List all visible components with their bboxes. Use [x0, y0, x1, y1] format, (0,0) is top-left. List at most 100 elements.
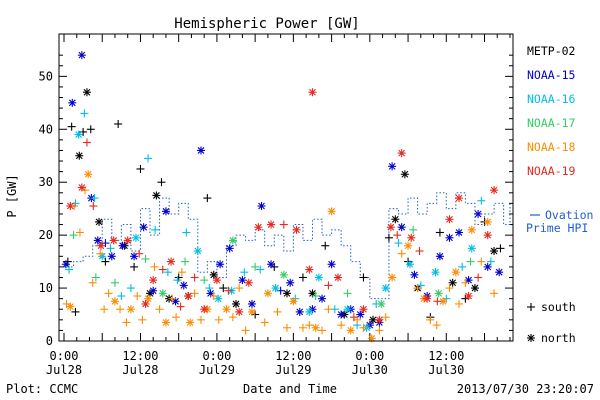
- south-point: [67, 122, 76, 131]
- south-point: [110, 278, 119, 287]
- north-point: [391, 215, 400, 224]
- north-point: [381, 284, 390, 293]
- north-point: [464, 292, 473, 301]
- south-point: [82, 138, 91, 147]
- north-point: [126, 305, 135, 314]
- south-point: [190, 273, 199, 282]
- north-point: [470, 284, 479, 293]
- legend-entry: NOAA-16: [527, 92, 576, 106]
- north-point: [167, 257, 176, 266]
- south-point: [381, 313, 390, 322]
- north-point: [228, 236, 237, 245]
- south-point: [273, 307, 282, 316]
- satellite-legend: METP-02 NOAA-15 NOAA-16 NOAA-17 NOAA-18 NOAA-…: [527, 44, 576, 178]
- south-point: [477, 257, 486, 266]
- north-point: [377, 299, 386, 308]
- x-tick-date-label: Jul29: [199, 363, 235, 377]
- north-point: [216, 260, 225, 269]
- north-marker-icon: [527, 334, 535, 342]
- south-point: [135, 249, 144, 258]
- north-point: [448, 278, 457, 287]
- north-point: [397, 223, 406, 232]
- north-point: [66, 302, 75, 311]
- south-point: [435, 228, 444, 237]
- north-point: [279, 270, 288, 279]
- south-point: [172, 313, 181, 322]
- north-point: [359, 305, 368, 314]
- south-point: [177, 268, 186, 277]
- north-point: [327, 260, 336, 269]
- north-point: [283, 289, 291, 298]
- south-point: [136, 164, 145, 173]
- north-point: [314, 273, 323, 282]
- north-point: [193, 247, 202, 256]
- y-tick-label: 0: [46, 334, 53, 348]
- south-point: [241, 326, 250, 335]
- south-point: [80, 109, 89, 118]
- south-point: [283, 323, 291, 332]
- south-point: [279, 220, 288, 229]
- north-point: [263, 289, 272, 298]
- north-point: [333, 273, 342, 282]
- south-point: [318, 326, 327, 335]
- north-point: [257, 202, 266, 211]
- north-point: [451, 268, 460, 277]
- y-tick-label: 30: [39, 175, 53, 189]
- north-point: [149, 276, 158, 285]
- south-point: [69, 231, 78, 240]
- north-point: [474, 209, 483, 218]
- north-point: [84, 170, 93, 179]
- north-point: [77, 51, 86, 60]
- north-point: [61, 260, 70, 269]
- north-point: [305, 307, 314, 316]
- north-point: [308, 88, 317, 97]
- north-point: [407, 233, 416, 242]
- south-point: [117, 292, 126, 301]
- x-tick-date-label: Jul28: [122, 363, 158, 377]
- south-point: [235, 284, 244, 293]
- south-point: [432, 321, 441, 330]
- north-point: [161, 318, 170, 327]
- north-point: [109, 236, 118, 245]
- south-point: [256, 265, 265, 274]
- north-point: [483, 231, 492, 240]
- x-tick-time-label: 0:00: [202, 349, 231, 363]
- north-point: [286, 278, 295, 287]
- south-point: [324, 281, 333, 290]
- north-point: [295, 307, 304, 316]
- north-point: [386, 223, 395, 232]
- north-point: [423, 294, 432, 303]
- north-point: [271, 284, 280, 293]
- south-point: [433, 297, 442, 306]
- south-point: [190, 289, 199, 298]
- south-point: [413, 284, 422, 293]
- north-point: [141, 299, 150, 308]
- north-point: [388, 162, 397, 171]
- north-point: [467, 244, 476, 253]
- north-point: [139, 223, 148, 232]
- north-point: [196, 146, 205, 155]
- north-point: [118, 241, 127, 250]
- y-tick-label: 50: [39, 69, 53, 83]
- north-point: [68, 98, 77, 107]
- north-point: [435, 252, 444, 261]
- south-point: [205, 284, 214, 293]
- north-point: [179, 281, 188, 290]
- plot-frame: [58, 33, 514, 342]
- north-point: [405, 260, 414, 269]
- south-point: [101, 239, 110, 248]
- south-point: [163, 268, 172, 277]
- south-point: [240, 268, 249, 277]
- south-point: [394, 239, 403, 248]
- north-point: [212, 276, 221, 285]
- south-point: [122, 318, 131, 327]
- north-point: [95, 217, 104, 226]
- north-point: [107, 252, 116, 261]
- south-point: [415, 247, 424, 256]
- legend-entry: NOAA-18: [527, 140, 576, 154]
- north-point: [149, 286, 158, 295]
- south-point: [151, 225, 160, 234]
- x-tick-date-label: Jul30: [428, 363, 464, 377]
- north-point: [238, 276, 247, 285]
